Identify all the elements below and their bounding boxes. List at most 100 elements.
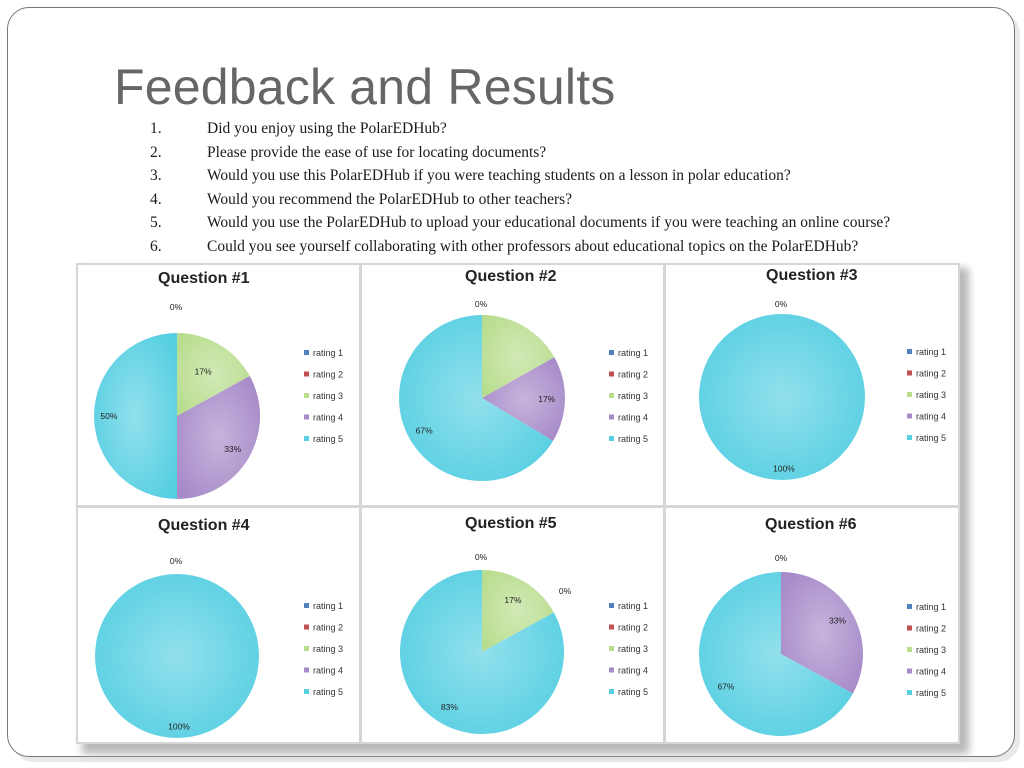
chart-panel-q1: Question #1 17% 33% 50% 0% rating 1 rating 2 ra… xyxy=(78,265,359,505)
legend-swatch xyxy=(304,393,309,398)
legend-swatch xyxy=(304,624,309,630)
pie-chart: Question #3 100% 0% rating 1 rating 2 rating … xyxy=(699,267,946,480)
legend-label: rating 3 xyxy=(618,391,648,401)
legend-label: rating 2 xyxy=(618,370,648,380)
legend-swatch xyxy=(907,668,912,674)
legend-label: rating 3 xyxy=(618,644,648,654)
question-number: 3. xyxy=(150,167,162,184)
legend-swatch xyxy=(907,604,912,609)
pie-slice xyxy=(699,314,865,480)
pie-slice xyxy=(95,574,259,738)
data-label: 17% xyxy=(538,394,555,404)
pie-chart: Question #1 17% 33% 50% 0% rating 1 rating 2 ra… xyxy=(94,270,343,499)
chart-title: Question #1 xyxy=(158,270,250,287)
legend-label: rating 1 xyxy=(916,602,946,612)
legend-swatch xyxy=(304,667,309,673)
legend-swatch xyxy=(304,371,309,377)
pie-slice xyxy=(177,376,260,499)
question-item: 3. Would you use this PolarEDHub if you w… xyxy=(150,164,1010,188)
question-item: 5. Would you use the PolarEDHub to upload… xyxy=(150,211,1010,235)
question-number: 4. xyxy=(150,190,162,208)
legend-label: rating 2 xyxy=(618,623,648,633)
question-number: 5. xyxy=(150,214,162,231)
legend-label: rating 5 xyxy=(916,688,946,698)
legend-label: rating 5 xyxy=(916,433,946,443)
legend-label: rating 1 xyxy=(313,601,343,611)
pie-slice xyxy=(482,315,555,398)
data-label: 50% xyxy=(100,411,117,421)
chart-panel-q2: Question #2 17% 67% 0% rating 1 rating 2 ratin… xyxy=(362,265,663,505)
data-label: 0% xyxy=(559,586,572,596)
question-text: Please provide the ease of use for locat… xyxy=(207,143,547,161)
data-label: 67% xyxy=(717,682,734,692)
legend-label: rating 2 xyxy=(916,369,946,379)
chart-panel-q5: Question #5 17% 83% 0% 0% rating 1 rating 2 rat… xyxy=(362,508,663,742)
pie-slice xyxy=(699,572,853,736)
legend-label: rating 4 xyxy=(313,666,343,676)
legend-swatch xyxy=(609,603,614,608)
chart-title: Question #3 xyxy=(766,267,858,284)
pie-chart: Question #6 33% 67% 0% rating 1 rating 2 ratin… xyxy=(699,516,946,736)
legend-swatch xyxy=(907,370,912,376)
legend-label: rating 5 xyxy=(618,434,648,444)
data-label: 17% xyxy=(504,595,521,605)
pie-slice xyxy=(399,315,554,481)
pie-chart: Question #5 17% 83% 0% 0% rating 1 rating 2 rat… xyxy=(400,515,648,734)
chart-panel-q3: Question #3 100% 0% rating 1 rating 2 rating … xyxy=(666,265,958,505)
legend-swatch xyxy=(609,371,614,377)
data-label: 100% xyxy=(773,463,795,473)
chart-title: Question #5 xyxy=(465,515,557,532)
question-number: 2. xyxy=(150,143,162,161)
legend-swatch xyxy=(609,689,614,694)
pie-slice xyxy=(781,572,863,694)
legend-swatch xyxy=(609,624,614,630)
legend-swatch xyxy=(304,603,309,608)
legend-label: rating 1 xyxy=(618,348,648,358)
data-label: 67% xyxy=(416,426,433,436)
legend-swatch xyxy=(609,436,614,441)
data-label: 100% xyxy=(168,722,190,732)
question-text: Could you see yourself collaborating wit… xyxy=(207,237,859,255)
chart-title: Question #6 xyxy=(765,516,857,533)
question-number: 1. xyxy=(150,120,162,137)
data-label: 33% xyxy=(224,444,241,454)
chart-panel-q4: Question #4 100% 0% rating 1 rating 2 rating … xyxy=(78,508,359,742)
legend-label: rating 1 xyxy=(916,347,946,357)
legend-swatch xyxy=(609,414,614,420)
data-label: 17% xyxy=(195,367,212,377)
question-text: Would you recommend the PolarEDHub to ot… xyxy=(207,190,573,208)
data-label: 83% xyxy=(441,702,458,712)
pie-slice xyxy=(482,357,565,441)
question-text: Did you enjoy using the PolarEDHub? xyxy=(207,120,447,137)
chart-title: Question #4 xyxy=(158,517,250,534)
legend-swatch xyxy=(907,690,912,695)
legend-label: rating 5 xyxy=(313,687,343,697)
legend-label: rating 4 xyxy=(618,413,648,423)
legend-swatch xyxy=(907,647,912,652)
chart-title: Question #2 xyxy=(465,268,557,285)
pie-chart: Question #4 100% 0% rating 1 rating 2 rating … xyxy=(95,517,343,738)
data-label: 0% xyxy=(775,299,788,309)
pie-chart: Question #2 17% 67% 0% rating 1 rating 2 ratin… xyxy=(399,268,648,481)
legend-label: rating 1 xyxy=(313,348,343,358)
pie-slice xyxy=(482,570,554,652)
slide-title: Feedback and Results xyxy=(114,59,616,115)
legend-label: rating 4 xyxy=(916,667,946,677)
legend-swatch xyxy=(907,413,912,419)
question-list: 1. Did you enjoy using the PolarEDHub? 2.… xyxy=(150,117,1010,258)
data-label: 0% xyxy=(775,553,788,563)
legend-label: rating 2 xyxy=(313,623,343,633)
legend-label: rating 5 xyxy=(618,687,648,697)
legend-swatch xyxy=(609,350,614,355)
legend-swatch xyxy=(304,436,309,441)
legend-label: rating 5 xyxy=(313,434,343,444)
data-label: 33% xyxy=(829,616,846,626)
pie-slice xyxy=(94,333,177,499)
data-label: 0% xyxy=(475,552,488,562)
data-label: 0% xyxy=(475,299,488,309)
pie-slice xyxy=(400,570,564,734)
question-item: 4. Would you recommend the PolarEDHub to … xyxy=(150,188,1010,212)
question-number: 6. xyxy=(150,237,162,255)
legend-label: rating 3 xyxy=(916,390,946,400)
question-item: 6. Could you see yourself collaborating w… xyxy=(150,235,1010,259)
